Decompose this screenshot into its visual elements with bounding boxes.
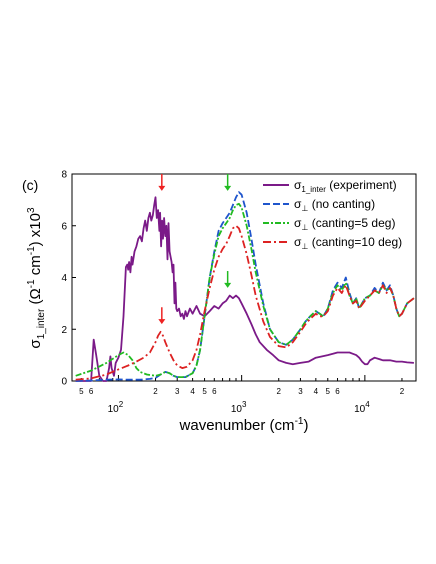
- y-axis-title: σ1_inter (Ω-1 cm-1) x103: [26, 207, 47, 349]
- y-tick-label: 2: [61, 325, 67, 336]
- x-minor-tick-label: 4: [314, 387, 319, 396]
- annotation-layer: [158, 174, 232, 325]
- y-tick-label: 0: [61, 377, 67, 388]
- series-layer: [75, 191, 415, 382]
- x-major-tick-label: 102: [108, 400, 124, 415]
- legend-entry: σ1_inter (experiment): [263, 178, 397, 194]
- y-tick-label: 8: [61, 170, 67, 181]
- x-minor-tick-label: 3: [175, 387, 180, 396]
- legend-label: σ⊥ (canting=10 deg): [294, 235, 402, 251]
- x-minor-tick-label: 2: [277, 387, 282, 396]
- legend-label: σ⊥ (canting=5 deg): [294, 216, 395, 232]
- x-minor-tick-label: 6: [335, 387, 340, 396]
- x-minor-tick-label: 6: [89, 387, 94, 396]
- legend-label: σ1_inter (experiment): [294, 178, 397, 194]
- x-major-tick-label: 103: [231, 400, 247, 415]
- x-minor-tick-label: 5: [326, 387, 331, 396]
- y-tick-label: 4: [61, 273, 67, 284]
- x-minor-tick-label: 2: [400, 387, 405, 396]
- legend: σ1_inter (experiment) σ⊥ (no canting) σ⊥ (…: [263, 178, 402, 251]
- series-line-1: [75, 196, 414, 382]
- series-line-3: [75, 202, 415, 378]
- legend-entry: σ⊥ (canting=5 deg): [263, 216, 395, 232]
- legend-entry: σ⊥ (no canting): [263, 197, 375, 213]
- y-axis: 0 2 4 6 8: [61, 170, 76, 388]
- legend-label: σ⊥ (no canting): [294, 197, 375, 213]
- y-tick-label: 6: [61, 221, 67, 232]
- x-minor-tick-label: 5: [79, 387, 84, 396]
- x-minor-tick-label: 3: [298, 387, 303, 396]
- x-minor-tick-label: 2: [153, 387, 158, 396]
- panel-label: (c): [22, 177, 38, 193]
- x-major-tick-label: 104: [354, 400, 370, 415]
- arrow-annotation: [158, 174, 166, 191]
- x-minor-tick-label: 5: [202, 387, 207, 396]
- arrow-annotation: [158, 307, 166, 325]
- arrow-annotation: [224, 174, 232, 191]
- x-axis-title: wavenumber (cm-1): [179, 416, 309, 434]
- arrow-annotation: [224, 271, 232, 288]
- x-minor-tick-label: 4: [190, 387, 195, 396]
- legend-entry: σ⊥ (canting=10 deg): [263, 235, 402, 251]
- x-minor-tick-label: 6: [212, 387, 217, 396]
